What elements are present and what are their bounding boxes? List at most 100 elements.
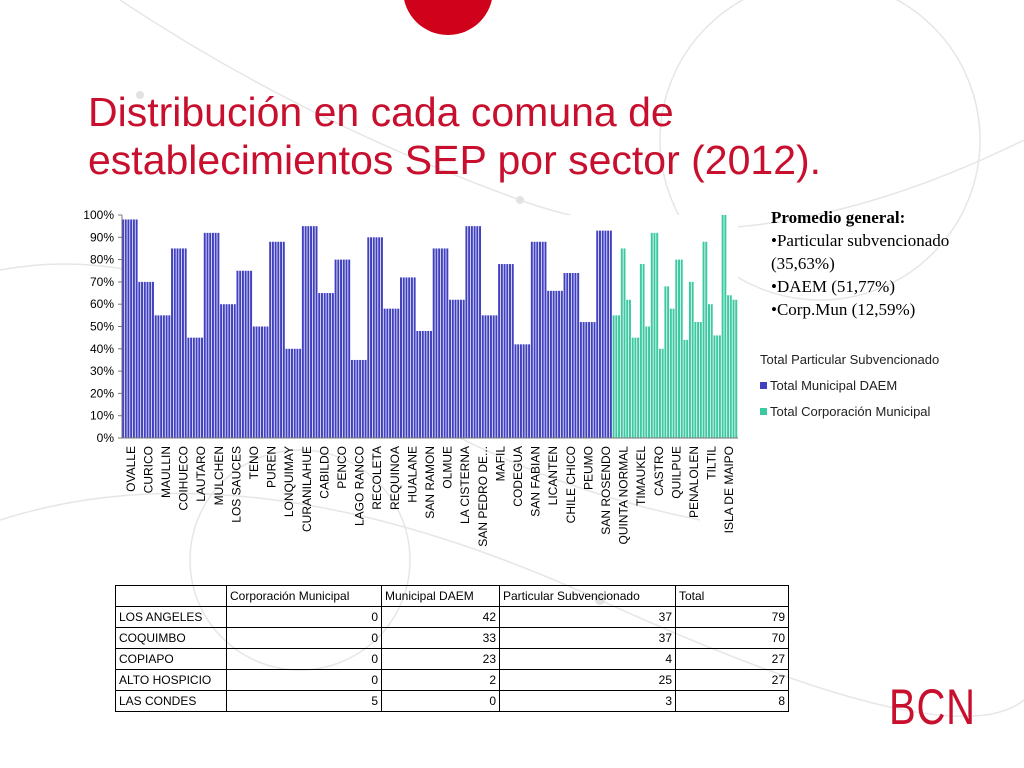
summary-item-daem: •DAEM (51,77%): [771, 277, 895, 296]
bar-segment-daem: [457, 299, 460, 438]
bar-segment-daem: [424, 330, 427, 438]
x-tick-label: TIMAUKEL: [634, 446, 648, 506]
bar-segment-daem: [143, 281, 146, 438]
bar-segment-corp: [691, 281, 694, 438]
bar-segment-daem: [481, 315, 484, 438]
bar-segment-daem: [585, 322, 588, 438]
x-tick-label: REQUINOA: [388, 446, 402, 510]
bar-segment-corp: [637, 337, 640, 438]
bar-segment-daem: [293, 348, 296, 438]
bar-segment-daem: [244, 270, 247, 438]
table-cell: 25: [499, 669, 676, 691]
legend-item-daem: Total Municipal DAEM: [760, 377, 939, 403]
bar-segment-daem: [498, 264, 501, 438]
table-row: COPIAPO 0 23 4 27: [115, 648, 789, 670]
bar-segment-corp: [667, 286, 670, 438]
bar-segment-daem: [130, 219, 133, 438]
bar-segment-daem: [222, 304, 225, 438]
bar-segment-corp: [716, 335, 719, 438]
bar-segment-daem: [503, 264, 506, 438]
bar-segment-corp: [669, 308, 672, 438]
bar-segment-daem: [304, 226, 307, 438]
x-tick-label: QUINTA NORMAL: [617, 446, 631, 545]
bar-segment-daem: [539, 241, 541, 438]
bar-segment-corp: [648, 326, 651, 438]
bar-segment-daem: [432, 248, 435, 438]
x-tick-label: LOS SAUCES: [229, 446, 243, 523]
bar-segment-corp: [688, 281, 691, 438]
table-cell: 0: [226, 627, 382, 649]
bar-segment-corp: [620, 248, 623, 438]
x-tick-label: MAFIL: [493, 446, 507, 482]
bar-segment-daem: [261, 326, 263, 438]
bar-segment-daem: [228, 304, 231, 438]
bar-segment-daem: [225, 304, 228, 438]
bar-segment-daem: [574, 272, 577, 438]
bar-segment-daem: [465, 226, 468, 438]
bar-segment-daem: [181, 248, 184, 438]
bar-segment-daem: [269, 241, 272, 438]
bar-segment-daem: [451, 299, 454, 438]
table-cell: 0: [381, 690, 500, 712]
bar-segment-daem: [337, 259, 340, 438]
table-cell: 33: [381, 627, 500, 649]
bar-segment-daem: [179, 248, 182, 438]
table-cell-comuna: COPIAPO: [115, 648, 227, 670]
bar-segment-daem: [558, 290, 561, 438]
table-cell: 27: [675, 648, 789, 670]
bar-segment-daem: [443, 248, 446, 438]
bar-segment-daem: [416, 330, 419, 438]
bar-segment-daem: [394, 308, 397, 438]
bar-segment-daem: [536, 241, 539, 438]
bar-segment-daem: [162, 315, 165, 438]
bar-segment-daem: [563, 272, 566, 438]
bar-segment-corp: [683, 339, 686, 438]
bar-segment-daem: [315, 226, 318, 438]
table-cell: 8: [675, 690, 789, 712]
table-cell-comuna: LAS CONDES: [115, 690, 227, 712]
bar-segment-daem: [280, 241, 283, 438]
bar-segment-daem: [165, 315, 168, 438]
bar-segment-daem: [372, 237, 375, 438]
bar-segment-daem: [138, 281, 141, 438]
bar-segment-daem: [506, 264, 509, 438]
bar-segment-daem: [141, 281, 144, 438]
bar-segment-daem: [323, 293, 326, 438]
bar-segment-corp: [732, 299, 735, 438]
bar-segment-daem: [601, 230, 604, 438]
table-cell: 4: [499, 648, 676, 670]
table-header-cell: Corporación Municipal: [226, 585, 382, 607]
bar-segment-daem: [405, 277, 408, 438]
bar-segment-daem: [530, 241, 533, 438]
bar-segment-daem: [329, 293, 332, 438]
bar-segment-daem: [184, 248, 187, 438]
red-circle-decoration: [404, 0, 492, 35]
bar-segment-corp: [727, 295, 730, 438]
bar-segment-daem: [285, 348, 288, 438]
x-tick-label: SAN FABIAN: [529, 446, 543, 517]
bar-segment-daem: [560, 290, 563, 438]
slide-title: Distribución en cada comuna de estableci…: [88, 89, 822, 183]
average-summary: Promedio general: •Particular subvencion…: [771, 206, 1011, 321]
table-cell: 0: [226, 606, 382, 628]
bar-segment-corp: [656, 232, 659, 438]
bar-segment-corp: [626, 299, 629, 438]
bar-segment-daem: [511, 264, 514, 438]
bar-segment-daem: [555, 290, 558, 438]
bar-segment-daem: [479, 226, 482, 438]
x-tick-label: OLMUE: [441, 446, 455, 489]
bar-segment-daem: [247, 270, 250, 438]
bar-segment-daem: [468, 226, 471, 438]
table-cell: 0: [226, 669, 382, 691]
table-cell-comuna: COQUIMBO: [115, 627, 227, 649]
bar-segment-daem: [509, 264, 511, 438]
table-cell-comuna: LOS ANGELES: [115, 606, 227, 628]
bar-segment-daem: [607, 230, 610, 438]
bar-segment-corp: [631, 337, 634, 438]
bar-segment-daem: [356, 359, 359, 438]
bar-segment-corp: [678, 259, 680, 438]
x-tick-label: CHILE CHICO: [564, 446, 578, 523]
legend-label-corp: Total Corporación Municipal: [770, 404, 931, 419]
y-tick-label: 50%: [90, 320, 114, 334]
x-tick-label: CASTRO: [652, 446, 666, 496]
